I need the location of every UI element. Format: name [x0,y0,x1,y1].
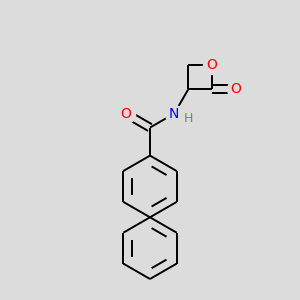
Text: O: O [120,106,131,121]
Text: O: O [230,82,242,96]
Text: N: N [169,106,179,121]
Text: O: O [207,58,218,72]
Text: H: H [184,112,194,125]
